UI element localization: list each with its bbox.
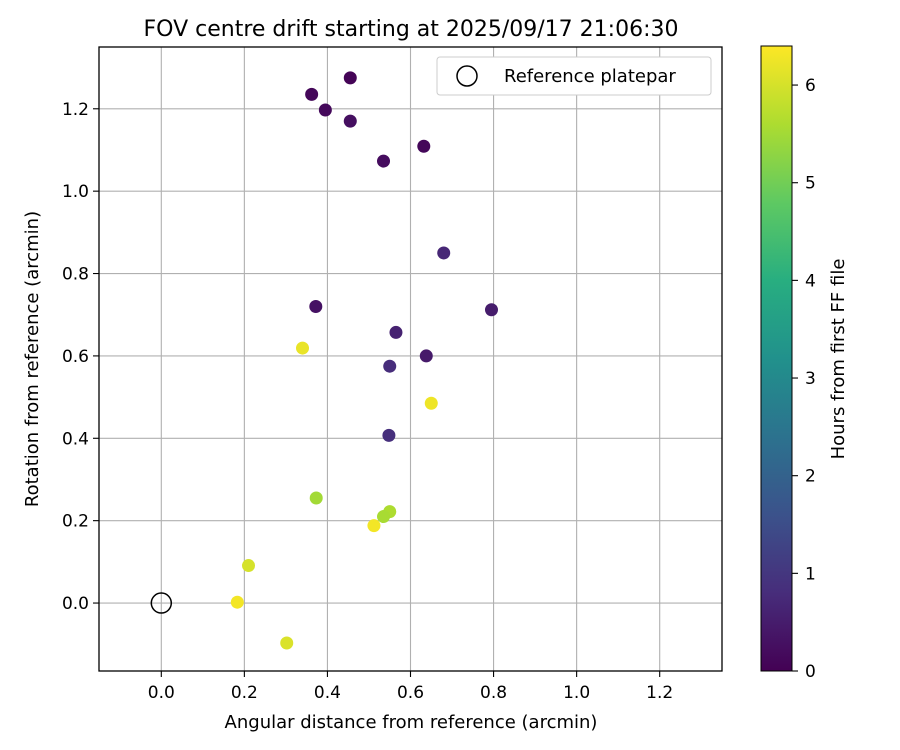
legend-label: Reference platepar <box>504 66 676 87</box>
data-point <box>424 396 438 410</box>
grid <box>99 47 722 671</box>
colorbar-tick-label: 2 <box>805 467 816 487</box>
colorbar-tick-label: 6 <box>805 76 816 96</box>
colorbar-tick-label: 1 <box>805 564 816 584</box>
y-tick-label: 1.2 <box>62 100 89 120</box>
colorbar-gradient <box>760 45 793 672</box>
y-tick-label: 0.6 <box>62 347 89 367</box>
data-point <box>484 303 498 317</box>
y-tick-label: 1.0 <box>62 182 89 202</box>
colorbar-ticks: 0 1 2 3 4 5 6 <box>792 76 816 682</box>
colorbar-tick-label: 5 <box>805 174 816 194</box>
data-point <box>318 103 332 117</box>
y-tick-label: 0.4 <box>62 429 89 449</box>
data-point <box>383 359 397 373</box>
data-points <box>150 71 498 650</box>
x-tick-label: 0.2 <box>231 683 258 703</box>
reference-platepar-marker <box>150 592 173 614</box>
data-point <box>437 246 451 260</box>
colorbar-label: Hours from first FF file <box>828 259 849 460</box>
colorbar: 0 1 2 3 4 5 6 Hours from first FF file <box>760 45 849 682</box>
data-point <box>309 299 323 313</box>
data-point <box>309 491 323 505</box>
data-point <box>280 636 294 650</box>
data-point <box>377 154 391 168</box>
legend-box <box>436 56 712 96</box>
x-tick-label: 0.8 <box>480 683 507 703</box>
x-tick-label: 1.2 <box>646 683 673 703</box>
data-point <box>377 510 391 524</box>
y-tick-label: 0.2 <box>62 512 89 532</box>
x-tick-label: 1.0 <box>563 683 590 703</box>
x-tick-label: 0.4 <box>314 683 341 703</box>
data-point <box>419 349 433 363</box>
y-axis-label: Rotation from reference (arcmin) <box>22 211 43 507</box>
data-point <box>343 114 357 128</box>
legend-reference-marker <box>456 65 478 87</box>
data-point <box>343 71 357 85</box>
x-tick-label: 0.0 <box>148 683 175 703</box>
colorbar-tick-label: 4 <box>805 271 816 291</box>
data-point <box>242 559 256 573</box>
data-point <box>296 341 310 355</box>
x-axis-label: Angular distance from reference (arcmin) <box>225 712 598 733</box>
data-point <box>230 595 244 609</box>
colorbar-tick-label: 3 <box>805 369 816 389</box>
y-tick-label: 0.0 <box>62 594 89 614</box>
y-axis-ticks: 0.0 0.2 0.4 0.6 0.8 1.0 1.2 <box>62 100 99 614</box>
colorbar-tick-label: 0 <box>805 662 816 682</box>
x-tick-label: 0.6 <box>397 683 424 703</box>
data-point <box>389 325 403 339</box>
data-point <box>417 139 431 153</box>
data-point <box>305 87 319 101</box>
data-point <box>382 428 396 442</box>
data-point <box>367 519 381 533</box>
chart-title: FOV centre drift starting at 2025/09/17 … <box>144 17 679 42</box>
legend: Reference platepar <box>436 56 712 96</box>
y-tick-label: 0.8 <box>62 265 89 285</box>
x-axis-ticks: 0.0 0.2 0.4 0.6 0.8 1.0 1.2 <box>148 671 673 703</box>
